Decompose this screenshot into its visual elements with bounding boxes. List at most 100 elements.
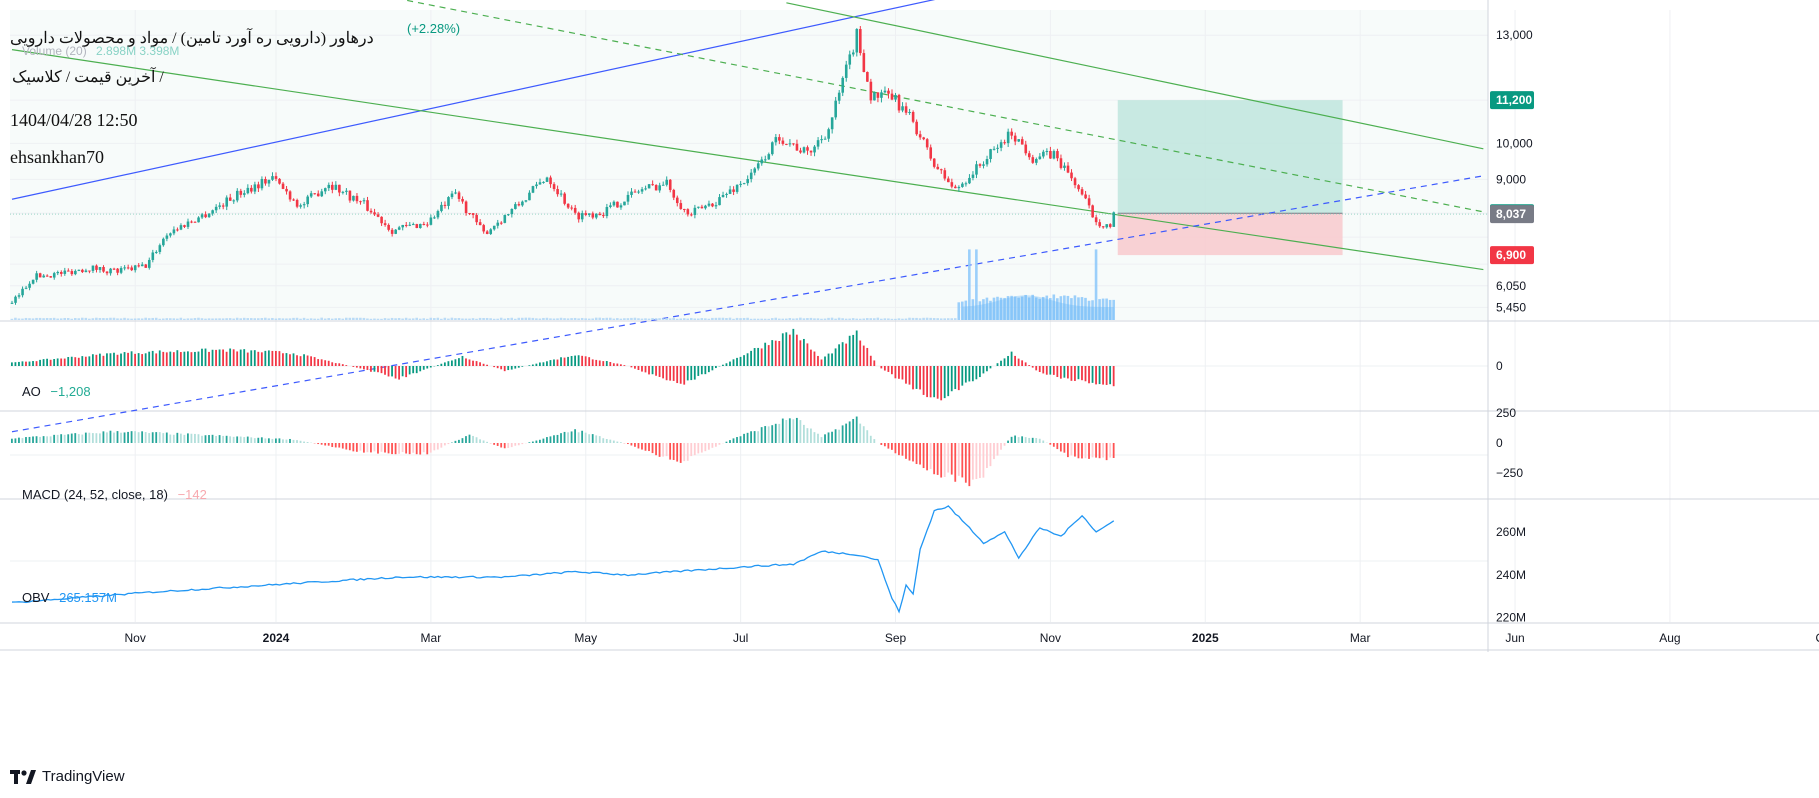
volume-bar [521,317,524,320]
ao-histogram-bar [929,366,932,398]
volume-bar [56,318,59,320]
candle-body [70,271,74,275]
volume-bar [1003,297,1006,320]
macd-histogram-bar [707,443,710,450]
candle-body [978,164,982,166]
candle-body [848,54,852,65]
macd-histogram-bar [954,443,957,482]
tradingview-logo[interactable]: TradingView [10,768,125,785]
macd-histogram-bar [605,438,608,443]
ao-histogram-bar [672,366,675,381]
ao-histogram-bar [468,359,471,366]
ao-histogram-bar [113,352,115,366]
ao-histogram-bar [845,343,848,366]
macd-histogram-bar [165,432,168,443]
macd-histogram-bar [1056,443,1059,450]
macd-histogram-bar [222,435,224,443]
macd-histogram-bar [799,420,802,443]
candle-body [647,184,651,189]
macd-histogram-bar [429,443,432,453]
macd-histogram-bar [63,434,66,443]
ao-histogram-bar [732,359,735,366]
ao-histogram-bar [28,361,31,366]
ao-histogram-bar [218,349,221,366]
volume-bar [570,318,573,320]
candle-body [499,222,503,224]
macd-histogram-bar [419,443,422,455]
candle-body [651,184,654,186]
candle-body [84,270,88,273]
ao-histogram-bar [855,330,858,366]
volume-bar [594,317,598,320]
macd-histogram-bar [21,438,24,443]
volume-bar [475,318,478,320]
volume-bar [746,317,749,320]
volume-bar [763,318,767,320]
volume-bar [503,318,506,320]
ao-histogram-bar [123,352,126,366]
green-channel-upper [786,2,1484,150]
volume-bar [556,318,559,320]
volume-bar [313,318,316,320]
candle-body [1042,151,1045,157]
macd-histogram-bar [299,440,302,443]
ao-histogram-bar [482,363,485,366]
candle-body [859,29,862,54]
volume-bar [1034,297,1038,320]
volume-bar [133,318,137,320]
candle-body [42,275,45,278]
volume-bar [689,317,693,320]
macd-legend[interactable]: MACD (24, 52, close, 18) −142 [22,487,207,502]
candle-body [675,197,679,204]
volume-bar [1024,294,1027,320]
macd-axis-tick: 0 [1496,436,1503,450]
candle-body [109,268,112,274]
candle-body [802,147,806,153]
volume-bar [693,318,697,320]
macd-histogram-bar [1095,443,1097,458]
candle-body [1098,222,1101,227]
candle-body [338,184,341,193]
macd-histogram-bar [394,443,397,455]
volume-bar [45,318,49,320]
ao-histogram-bar [560,357,562,366]
volume-bar [204,318,207,320]
ao-histogram-bar [891,366,893,375]
macd-histogram-bar [67,434,70,443]
candle-body [961,183,964,187]
macd-histogram-bar [370,443,372,453]
candle-body [767,154,771,160]
macd-histogram-bar [155,432,158,443]
ao-legend[interactable]: AO −1,208 [22,384,91,399]
volume-bar [774,317,778,320]
candle-body [285,188,288,192]
macd-histogram-bar [1049,443,1052,445]
obv-legend[interactable]: OBV 265.157M [22,590,117,605]
ao-histogram-bar [799,340,802,366]
ao-histogram-bar [584,356,587,366]
macd-histogram-bar [883,443,886,447]
ao-histogram-bar [412,366,415,374]
volume-bar [1027,297,1031,320]
candle-body [162,238,165,246]
candle-body [267,179,271,184]
macd-histogram-bar [715,443,717,447]
macd-histogram-bar [1052,443,1055,447]
volume-bar [140,318,144,320]
ao-histogram-bar [496,366,499,369]
macd-histogram-bar [887,443,890,449]
macd-histogram-bar [971,443,974,480]
volume-bar [81,317,84,320]
ao-histogram-bar [704,366,707,375]
ao-histogram-bar [1049,366,1052,375]
macd-histogram-bar [922,443,925,469]
ao-histogram-bar [715,366,717,369]
volume-bar [390,317,394,320]
macd-histogram-bar [676,443,679,462]
ao-histogram-bar [60,358,63,366]
ao-histogram-bar [21,361,24,366]
ao-histogram-bar [151,350,154,366]
volume-bar [932,318,936,320]
volume-bar [770,318,774,320]
